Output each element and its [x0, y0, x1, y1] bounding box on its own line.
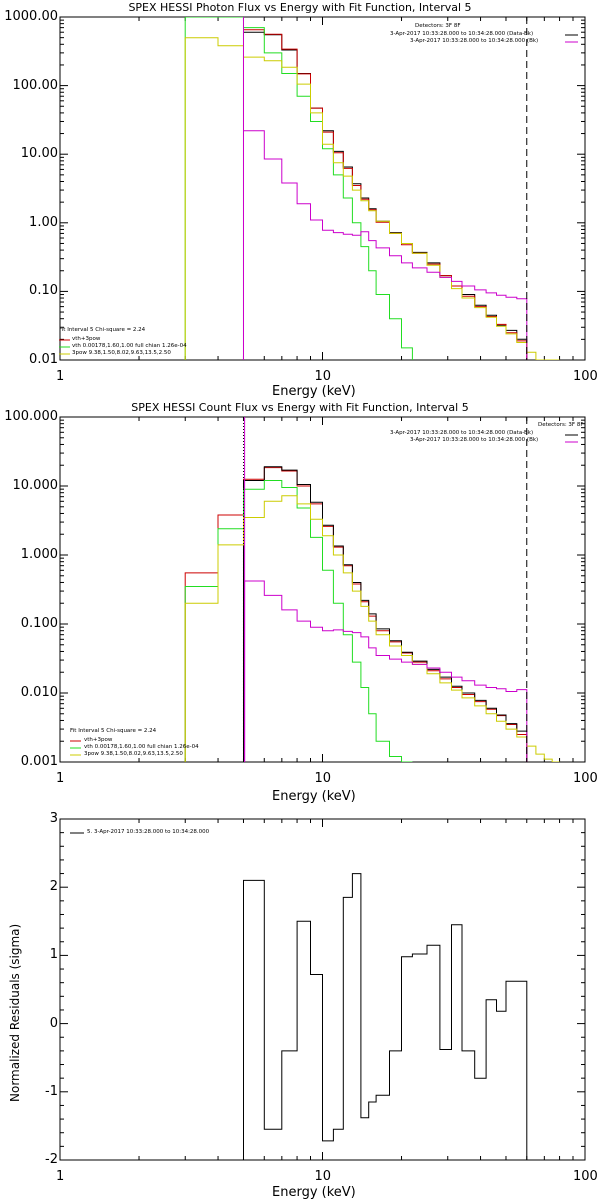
- y-tick-label: 0.100: [20, 616, 58, 631]
- series-line-1: [243, 29, 528, 360]
- series-line-1: [243, 466, 528, 762]
- y-tick-label: 100.00: [12, 77, 59, 93]
- y-tick-label: 0.010: [20, 685, 58, 700]
- photon-flux-panel: SPEX HESSI Photon Flux vs Energy with Fi…: [0, 0, 600, 400]
- count-flux-plot: [59, 416, 586, 763]
- photon-fit-entry-3pow: 3pow 9.38,1.50,8.02,9.63,13.5,2.50: [72, 350, 171, 356]
- x-tick-label: 10: [314, 1169, 332, 1184]
- series-line-2: [184, 17, 413, 360]
- y-tick-label: 2: [49, 879, 58, 895]
- count-flux-panel: SPEX HESSI Count Flux vs Energy with Fit…: [0, 400, 600, 804]
- series-line-2: [184, 480, 413, 762]
- y-tick-label: 1.00: [29, 214, 58, 230]
- y-tick-label: 0.10: [29, 283, 58, 299]
- count-legend-entry-databk: 3-Apr-2017 10:33:28.000 to 10:34:28.000 …: [390, 430, 534, 436]
- y-tick-label: 0.001: [20, 754, 58, 769]
- x-tick-label: 10: [314, 369, 332, 384]
- y-tick-label: 0: [49, 1015, 58, 1031]
- plot-frame: [59, 416, 586, 763]
- tick-marks: [59, 17, 585, 361]
- residuals-plot: [59, 818, 586, 1161]
- x-tick-label: 100: [573, 771, 598, 786]
- x-tick-label: 100: [573, 369, 598, 384]
- series-line-4: [244, 580, 528, 762]
- photon-legend-header: Detectors: 3F 8F: [415, 23, 461, 29]
- photon-legend-entry-bk: 3-Apr-2017 10:33:28.000 to 10:34:28.000 …: [410, 38, 539, 44]
- y-tick-label: 10.000: [12, 478, 59, 493]
- y-tick-label: -2: [45, 1152, 58, 1167]
- count-fit-header: Fit Interval 5 Chi-square = 2.24: [70, 728, 157, 734]
- plot-frame: [59, 16, 586, 361]
- residuals-xlabel: Energy (keV): [272, 1185, 356, 1200]
- tick-marks: [59, 818, 585, 1161]
- y-tick-label: 1: [49, 947, 58, 963]
- tick-marks: [59, 417, 585, 763]
- y-tick-label: 3: [49, 811, 58, 826]
- y-tick-label: -1: [45, 1083, 58, 1099]
- photon-fit-entry-vth: vth 0.00178,1.60,1.00 full chian 1.26e-0…: [72, 343, 187, 349]
- x-tick-label: 1: [56, 369, 65, 384]
- series-line-0: [243, 31, 528, 360]
- y-tick-label: 10.00: [20, 146, 58, 162]
- photon-fit-entry-vth3pow: vth+3pow: [72, 336, 101, 342]
- series-line-4: [243, 130, 528, 360]
- x-tick-label: 10: [314, 771, 332, 786]
- series-group: [184, 466, 560, 762]
- series-group: [184, 17, 560, 360]
- count-fit-entry-vth: vth 0.00178,1.60,1.00 full chian 1.26e-0…: [84, 744, 199, 750]
- photon-flux-plot: [59, 16, 586, 361]
- series-line-0: [243, 873, 528, 1160]
- y-tick-label: 0.01: [29, 352, 58, 367]
- series-line-0: [184, 467, 528, 762]
- photon-flux-title: SPEX HESSI Photon Flux vs Energy with Fi…: [128, 1, 472, 14]
- y-tick-label: 1000.00: [4, 9, 58, 24]
- count-legend-entry-bk: 3-Apr-2017 10:33:28.000 to 10:34:28.000 …: [410, 437, 539, 443]
- count-fit-entry-3pow: 3pow 9.38,1.50,8.02,9.63,13.5,2.50: [84, 751, 183, 757]
- y-tick-label: 100.000: [4, 409, 58, 424]
- y-tick-label: 1.000: [20, 547, 58, 562]
- residuals-panel: Energy (keV) Normalized Residuals (sigma…: [0, 800, 600, 1200]
- residuals-ylabel: Normalized Residuals (sigma): [8, 923, 22, 1102]
- count-fit-entry-vth3pow: vth+3pow: [84, 737, 113, 743]
- series-line-3: [184, 37, 560, 360]
- photon-legend-entry-databk: 3-Apr-2017 10:33:28.000 to 10:34:28.000 …: [390, 31, 534, 37]
- count-legend-header: Detectors: 3F 8F: [538, 422, 584, 428]
- count-flux-title: SPEX HESSI Count Flux vs Energy with Fit…: [131, 401, 469, 414]
- series-group: [243, 873, 528, 1160]
- x-tick-label: 100: [573, 1169, 598, 1184]
- count-flux-xlabel: Energy (keV): [272, 789, 356, 804]
- x-tick-label: 1: [56, 1169, 65, 1184]
- photon-fit-header: Fit Interval 5 Chi-square = 2.24: [59, 327, 146, 333]
- residuals-legend-entry: 5. 3-Apr-2017 10:33:28.000 to 10:34:28.0…: [87, 829, 210, 835]
- x-tick-label: 1: [56, 771, 65, 786]
- photon-flux-xlabel: Energy (keV): [272, 384, 356, 399]
- series-line-3: [184, 495, 560, 762]
